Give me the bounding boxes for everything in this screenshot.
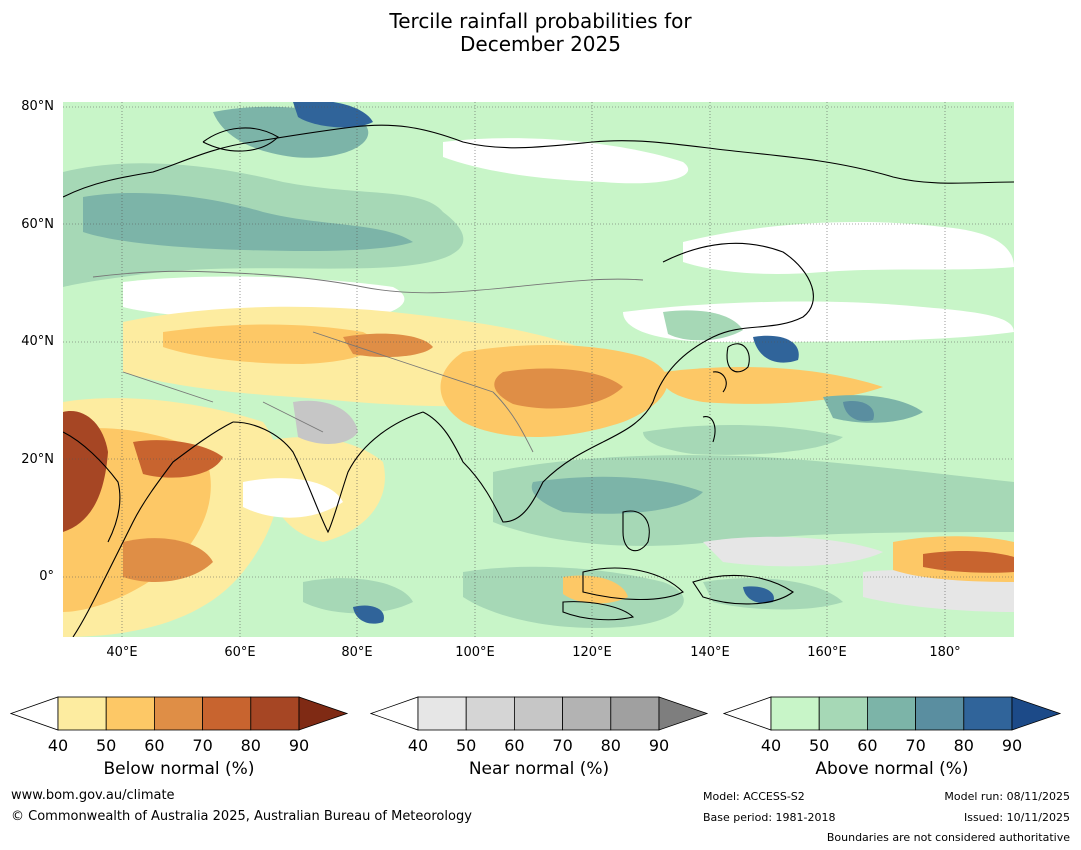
- website-link[interactable]: www.bom.gov.au/climate: [11, 788, 175, 803]
- colorbar-extend-high: [658, 696, 709, 731]
- colorbar-below-normal: [10, 696, 349, 731]
- base-period-text: Base period: 1981-2018: [703, 811, 836, 824]
- colorbar-segment: [417, 696, 467, 731]
- colorbar-tick-label: 60: [857, 736, 878, 755]
- colorbar-tick-label: 70: [192, 736, 213, 755]
- colorbar-segment: [465, 696, 515, 731]
- colorbar-near-normal: [370, 696, 709, 731]
- disclaimer-text: Boundaries are not considered authoritat…: [826, 831, 1070, 844]
- colorbar-tick-label: 80: [600, 736, 621, 755]
- colorbar-tick-label: 50: [809, 736, 830, 755]
- lon-tick-140e: 140°E: [690, 645, 730, 660]
- colorbar-title-above: Above normal (%): [815, 759, 969, 779]
- colorbar-segment: [105, 696, 155, 731]
- lon-tick-80e: 80°E: [341, 645, 373, 660]
- colorbar-extend-low: [370, 696, 419, 731]
- lon-tick-160e: 160°E: [807, 645, 847, 660]
- colorbar-tick-label: 40: [407, 736, 429, 755]
- colorbar-segment: [963, 696, 1013, 731]
- colorbar-tick-label: 40: [47, 736, 69, 755]
- model-run-text: Model run: 08/11/2025: [944, 790, 1070, 803]
- colorbar-tick-label: 80: [240, 736, 261, 755]
- copyright-text: © Commonwealth of Australia 2025, Austra…: [11, 809, 472, 824]
- colorbar-extend-low: [10, 696, 59, 731]
- colorbar-tick-label: 60: [504, 736, 525, 755]
- colorbar-tick-label: 80: [953, 736, 974, 755]
- title-line-2: December 2025: [460, 32, 621, 56]
- lat-tick-40n: 40°N: [21, 334, 54, 349]
- colorbar-segment: [866, 696, 916, 731]
- colorbar-segment: [250, 696, 300, 731]
- lon-tick-180: 180°: [929, 645, 961, 660]
- colorbar-extend-high: [298, 696, 349, 731]
- lat-tick-0: 0°: [39, 569, 54, 584]
- title-line-1: Tercile rainfall probabilities for: [389, 9, 692, 33]
- lon-tick-40e: 40°E: [106, 645, 138, 660]
- colorbar-segment: [915, 696, 965, 731]
- colorbar-tick-label: 70: [905, 736, 926, 755]
- colorbar-segment: [153, 696, 203, 731]
- lon-tick-60e: 60°E: [224, 645, 256, 660]
- colorbar-above-normal: [723, 696, 1062, 731]
- colorbar-title-near: Near normal (%): [468, 759, 610, 779]
- colorbar-segment: [770, 696, 820, 731]
- lat-tick-20n: 20°N: [21, 452, 54, 467]
- colorbar-tick-label: 50: [456, 736, 477, 755]
- colorbar-segment: [818, 696, 868, 731]
- model-text: Model: ACCESS-S2: [703, 790, 805, 803]
- colorbar-tick-label: 90: [648, 736, 670, 755]
- colorbar-extend-low: [723, 696, 772, 731]
- map-title: Tercile rainfall probabilities for Decem…: [0, 10, 1081, 56]
- issued-text: Issued: 10/11/2025: [963, 811, 1070, 824]
- lon-tick-100e: 100°E: [455, 645, 495, 660]
- colorbar-tick-label: 70: [552, 736, 573, 755]
- colorbar-tick-label: 50: [96, 736, 117, 755]
- lat-tick-60n: 60°N: [21, 217, 54, 232]
- colorbar-segment: [202, 696, 252, 731]
- colorbar-tick-label: 90: [1001, 736, 1023, 755]
- colorbar-segment: [610, 696, 660, 731]
- colorbar-tick-label: 40: [760, 736, 782, 755]
- colorbar-extend-high: [1011, 696, 1062, 731]
- colorbar-tick-label: 90: [288, 736, 310, 755]
- colorbar-tick-label: 60: [144, 736, 165, 755]
- lat-tick-80n: 80°N: [21, 99, 54, 114]
- colorbar-segment: [562, 696, 612, 731]
- rainfall-map: [63, 102, 1014, 637]
- colorbar-segment: [57, 696, 107, 731]
- lon-tick-120e: 120°E: [572, 645, 612, 660]
- colorbar-segment: [513, 696, 563, 731]
- colorbar-title-below: Below normal (%): [103, 759, 255, 779]
